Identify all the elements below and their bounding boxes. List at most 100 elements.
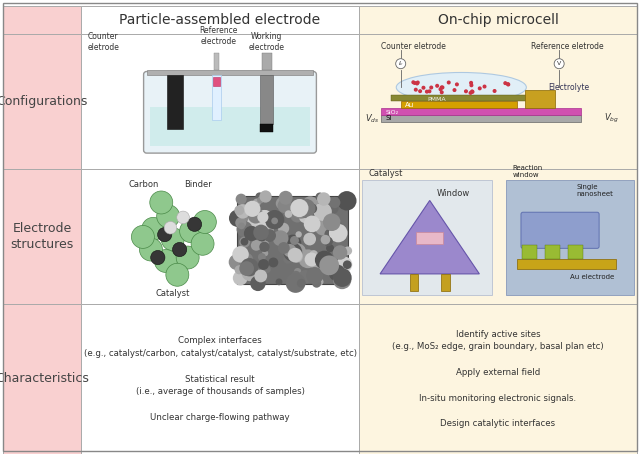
Circle shape <box>258 253 266 261</box>
FancyBboxPatch shape <box>521 212 599 248</box>
Circle shape <box>483 85 486 88</box>
Circle shape <box>323 213 340 231</box>
Circle shape <box>328 203 339 214</box>
Circle shape <box>278 223 289 234</box>
Circle shape <box>310 255 327 271</box>
Circle shape <box>469 92 472 94</box>
Circle shape <box>154 250 177 272</box>
Circle shape <box>285 273 305 293</box>
Circle shape <box>241 258 259 276</box>
Circle shape <box>430 86 433 89</box>
Bar <box>3 169 81 304</box>
Bar <box>416 232 444 244</box>
Circle shape <box>291 199 308 217</box>
Bar <box>516 259 616 269</box>
Circle shape <box>396 59 406 69</box>
Circle shape <box>229 210 246 227</box>
Circle shape <box>285 210 292 218</box>
Circle shape <box>416 82 419 85</box>
Circle shape <box>266 216 279 229</box>
Circle shape <box>291 208 304 222</box>
Circle shape <box>315 258 322 265</box>
Text: Counter eletrode: Counter eletrode <box>381 42 446 51</box>
Bar <box>442 274 450 291</box>
Text: Particle-assembled electrode: Particle-assembled electrode <box>120 13 321 27</box>
Circle shape <box>426 90 428 93</box>
Circle shape <box>276 197 288 210</box>
Circle shape <box>236 217 246 228</box>
Text: Electrode
structures: Electrode structures <box>10 222 74 251</box>
Bar <box>3 304 81 454</box>
Circle shape <box>297 279 306 288</box>
Circle shape <box>248 208 264 223</box>
Bar <box>81 6 359 34</box>
Bar <box>260 123 273 132</box>
Text: Reference eletrode: Reference eletrode <box>531 42 604 51</box>
Circle shape <box>259 242 269 252</box>
Circle shape <box>307 212 316 222</box>
Circle shape <box>316 192 324 201</box>
Text: Working
electrode: Working electrode <box>249 32 285 52</box>
Circle shape <box>307 203 317 213</box>
Text: Complex interfaces
(e.g., catalyst/carbon, catalyst/catalyst, catalyst/substrate: Complex interfaces (e.g., catalyst/carbo… <box>83 336 356 422</box>
Circle shape <box>326 244 334 252</box>
Circle shape <box>439 88 442 90</box>
Circle shape <box>290 236 299 245</box>
Circle shape <box>315 219 331 236</box>
Circle shape <box>296 199 316 218</box>
Text: Au: Au <box>405 102 415 108</box>
Circle shape <box>456 83 458 86</box>
Circle shape <box>330 206 337 212</box>
Circle shape <box>453 89 456 91</box>
Circle shape <box>255 192 264 201</box>
Bar <box>3 34 81 169</box>
Circle shape <box>244 201 260 217</box>
Circle shape <box>255 210 275 229</box>
Circle shape <box>305 252 319 266</box>
Bar <box>212 74 221 120</box>
Bar <box>150 107 310 146</box>
Circle shape <box>263 266 271 273</box>
Circle shape <box>276 278 282 285</box>
Circle shape <box>250 276 266 291</box>
Circle shape <box>271 217 278 224</box>
Bar <box>401 101 517 108</box>
Circle shape <box>440 91 443 94</box>
Circle shape <box>412 81 415 84</box>
Circle shape <box>554 59 564 69</box>
Circle shape <box>344 247 352 255</box>
Circle shape <box>325 217 341 232</box>
Circle shape <box>254 270 267 282</box>
Bar <box>214 53 219 69</box>
Circle shape <box>436 84 438 87</box>
Circle shape <box>239 261 254 276</box>
Circle shape <box>302 199 310 207</box>
Text: Characteristics: Characteristics <box>0 372 89 385</box>
Circle shape <box>471 90 474 93</box>
Circle shape <box>298 270 312 284</box>
Circle shape <box>470 82 472 84</box>
Circle shape <box>284 235 301 252</box>
Circle shape <box>233 271 248 286</box>
Circle shape <box>157 205 180 228</box>
Circle shape <box>150 251 165 265</box>
Text: Carbon: Carbon <box>129 180 159 189</box>
Circle shape <box>415 89 417 91</box>
Circle shape <box>296 231 302 237</box>
Bar <box>359 304 637 454</box>
Circle shape <box>333 231 344 242</box>
Circle shape <box>301 268 313 280</box>
Circle shape <box>302 196 318 212</box>
Circle shape <box>324 219 335 229</box>
Circle shape <box>314 254 332 271</box>
Circle shape <box>333 245 348 260</box>
Text: Binder: Binder <box>184 180 212 189</box>
Text: Counter
eletrode: Counter eletrode <box>87 32 119 52</box>
Circle shape <box>141 217 164 240</box>
Circle shape <box>317 192 330 206</box>
Text: PMMA: PMMA <box>428 97 446 102</box>
Bar <box>381 108 581 115</box>
Text: V: V <box>557 61 561 66</box>
Bar <box>506 180 634 295</box>
Circle shape <box>273 230 289 246</box>
